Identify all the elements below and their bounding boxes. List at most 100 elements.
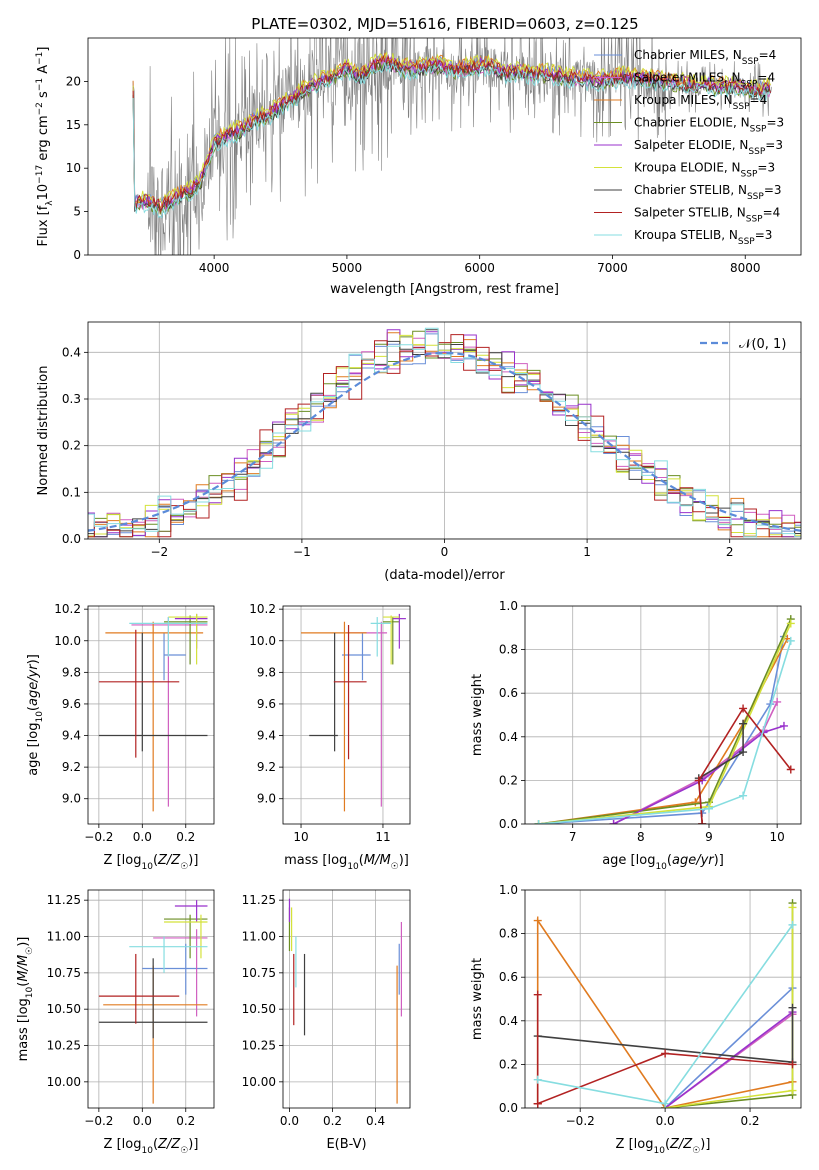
weight_vs_age-y-tick-label: 0.6	[499, 686, 518, 700]
mass_vs_Z-y-tick-label: 10.25	[47, 1039, 81, 1053]
mass_vs_Z-y-tick-label: 11.25	[47, 893, 81, 907]
weight_vs_age-marker-kroupa_stelib	[534, 820, 543, 824]
weight_vs_Z-x-tick-label: 0.0	[656, 1114, 675, 1128]
mass_vs_ebv-y-tick-label: 10.25	[242, 1039, 276, 1053]
weight_vs_Z-frame	[524, 889, 802, 1109]
spectrum-y-tick-label: 0	[73, 248, 81, 262]
weight_vs_Z-plot-area	[525, 890, 801, 1108]
age_vs_Z-x-tick-label: 0.2	[176, 830, 195, 844]
weight_vs_Z-line-chabrier_miles	[664, 987, 794, 1108]
weight_vs_age-line-kroupa_elodie	[538, 623, 792, 824]
spectrum-y-tick-label: 5	[73, 205, 81, 219]
age_vs_mass-frame	[282, 605, 411, 825]
age_vs_mass-y-tick-label: 9.8	[257, 665, 276, 679]
weight_vs_age-marker-salpeter_stelib	[698, 820, 707, 824]
residuals-y-tick-label: 0.4	[62, 345, 81, 359]
weight_vs_Z-y-tick-label: 0.0	[499, 1101, 518, 1115]
spectrum-y-label: Flux [fλ10−17 erg cm−2 s−1 A−1]	[35, 47, 55, 247]
residuals-y-label: Normed distribution	[36, 366, 51, 496]
figure-title: PLATE=0302, MJD=51616, FIBERID=0603, z=0…	[251, 15, 638, 33]
weight_vs_age-x-tick-label: 7	[569, 830, 577, 844]
mass_vs_ebv-y-tick-label: 10.75	[242, 966, 276, 980]
mass_vs_Z-y-label: mass [log10(M/M☉)]	[16, 937, 35, 1062]
weight_vs_age-line-salpeter_stelib	[697, 707, 792, 824]
residual-hist-salpeter_elodie	[88, 329, 801, 538]
spectrum-x-tick-label: 5000	[332, 261, 363, 275]
weight_vs_age-frame	[524, 605, 802, 825]
age_vs_Z-panel: −0.2 0.0 0.2 9.0 9.2 9.4 9.6 9.8 10.0 10.2 Z [log1…	[26, 602, 215, 872]
mass_vs_Z-frame	[87, 889, 215, 1109]
residual-hist-kroupa_stelib	[88, 327, 801, 538]
weight_vs_age-y-label: mass weight	[470, 674, 485, 756]
mass_vs_Z-x-tick-label: 0.2	[176, 1114, 195, 1128]
age_vs_mass-plot-area	[283, 606, 410, 824]
mass_vs_Z-plot-area	[88, 890, 214, 1108]
weight_vs_age-line-chabrier_miles	[538, 636, 785, 824]
residuals-panel: −2 −1 0 1 2 0.0 0.1 0.2 0.3 0.4 (data-model)/error…	[36, 321, 802, 583]
spectrum-frame	[87, 37, 802, 256]
residuals-x-tick-label: 2	[726, 545, 734, 559]
age_vs_Z-y-tick-label: 9.4	[62, 729, 81, 743]
weight_vs_Z-marker-kroupa_miles	[533, 916, 542, 925]
residuals-x-tick-label: 0	[441, 545, 449, 559]
weight_vs_age-marker-salpeter_elodie	[609, 820, 618, 824]
spectrum-panel: 4000 5000 6000 7000 8000 0 5 10 15 20 wavelength […	[35, 37, 802, 297]
age_vs_mass-y-tick-label: 9.6	[257, 697, 276, 711]
legend-label-chabrier_stelib: Chabrier STELIB, NSSP=3	[634, 183, 782, 202]
weight_vs_Z-marker-kroupa_elodie	[788, 903, 797, 912]
age_vs_mass-panel: 10 11 9.0 9.2 9.4 9.6 9.8 10.0 10.2 mass [log10(M…	[249, 602, 411, 872]
weight_vs_age-marker-chabrier_stelib	[739, 748, 748, 757]
weight_vs_age-x-tick-label: 8	[637, 830, 645, 844]
legend-label-chabrier_miles: Chabrier MILES, NSSP=4	[634, 48, 776, 67]
age_vs_mass-y-tick-label: 9.2	[257, 760, 276, 774]
mass_vs_Z-y-tick-label: 10.50	[47, 1002, 81, 1016]
weight_vs_age-x-tick-label: 10	[770, 830, 785, 844]
weight_vs_age-marker-chabrier_stelib	[739, 719, 748, 728]
weight_vs_Z-marker-kroupa_stelib	[788, 920, 797, 929]
weight_vs_age-x-tick-label: 9	[705, 830, 713, 844]
mass_vs_ebv-y-tick-label: 10.00	[242, 1075, 276, 1089]
mass_vs_ebv-y-tick-label: 11.00	[242, 930, 276, 944]
weight_vs_age-panel: 7 8 9 10 0.0 0.2 0.4 0.6 0.8 1.0 age [log10(age/yr…	[470, 599, 802, 872]
spectrum-y-tick-label: 15	[66, 118, 81, 132]
weight_vs_Z-y-tick-label: 0.8	[499, 927, 518, 941]
residuals-y-tick-label: 0.3	[62, 392, 81, 406]
weight_vs_Z-x-label: Z [log10(Z/Z☉)]	[616, 1137, 711, 1156]
spectrum-x-tick-label: 6000	[464, 261, 495, 275]
weight_vs_Z-y-label: mass weight	[470, 958, 485, 1040]
mass_vs_ebv-y-tick-label: 11.25	[242, 893, 276, 907]
weight_vs_age-y-tick-label: 1.0	[499, 599, 518, 613]
weight_vs_age-marker-salpeter_stelib	[739, 704, 748, 713]
weight_vs_age-marker-kroupa_stelib	[786, 636, 795, 645]
age_vs_mass-x-label: mass [log10(M/M☉)]	[284, 853, 409, 872]
residuals-x-tick-label: −2	[150, 545, 168, 559]
spectrum-plot-area	[132, 38, 772, 255]
weight_vs_Z-y-tick-label: 0.6	[499, 970, 518, 984]
weight_vs_Z-line-salpeter_elodie	[664, 1011, 793, 1108]
age_vs_Z-x-tick-label: 0.0	[133, 830, 152, 844]
weight_vs_Z-marker-kroupa_stelib	[533, 1075, 542, 1084]
age_vs_Z-frame	[87, 605, 215, 825]
weight_vs_Z-y-tick-label: 0.4	[499, 1014, 518, 1028]
age_vs_Z-y-tick-label: 9.2	[62, 760, 81, 774]
weight_vs_age-line-kroupa_stelib	[538, 640, 792, 824]
weight_vs_age-x-label: age [log10(age/yr)]	[602, 853, 724, 872]
residuals-x-tick-label: 1	[583, 545, 591, 559]
weight_vs_Z-marker-salpeter_stelib	[788, 1060, 797, 1069]
weight_vs_Z-x-tick-label: 0.2	[740, 1114, 759, 1128]
weight_vs_age-y-tick-label: 0.0	[499, 817, 518, 831]
residual-hist-chabrier_stelib	[88, 329, 801, 538]
residuals-y-tick-label: 0.0	[62, 532, 81, 546]
spectrum-x-tick-label: 8000	[730, 261, 761, 275]
age_vs_mass-x-tick-label: 11	[375, 830, 390, 844]
weight_vs_Z-marker-salpeter_stelib	[661, 1049, 670, 1058]
age_vs_mass-y-tick-label: 10.0	[249, 634, 276, 648]
legend-label-salpeter_stelib: Salpeter STELIB, NSSP=4	[634, 206, 780, 225]
mass_vs_Z-y-tick-label: 11.00	[47, 930, 81, 944]
weight_vs_Z-marker-salpeter_stelib	[533, 1099, 542, 1108]
weight_vs_Z-marker-kroupa_elodie	[788, 1086, 797, 1095]
weight_vs_age-y-tick-label: 0.2	[499, 773, 518, 787]
weight_vs_Z-x-tick-label: −0.2	[566, 1114, 595, 1128]
age_vs_Z-x-label: Z [log10(Z/Z☉)]	[104, 853, 199, 872]
